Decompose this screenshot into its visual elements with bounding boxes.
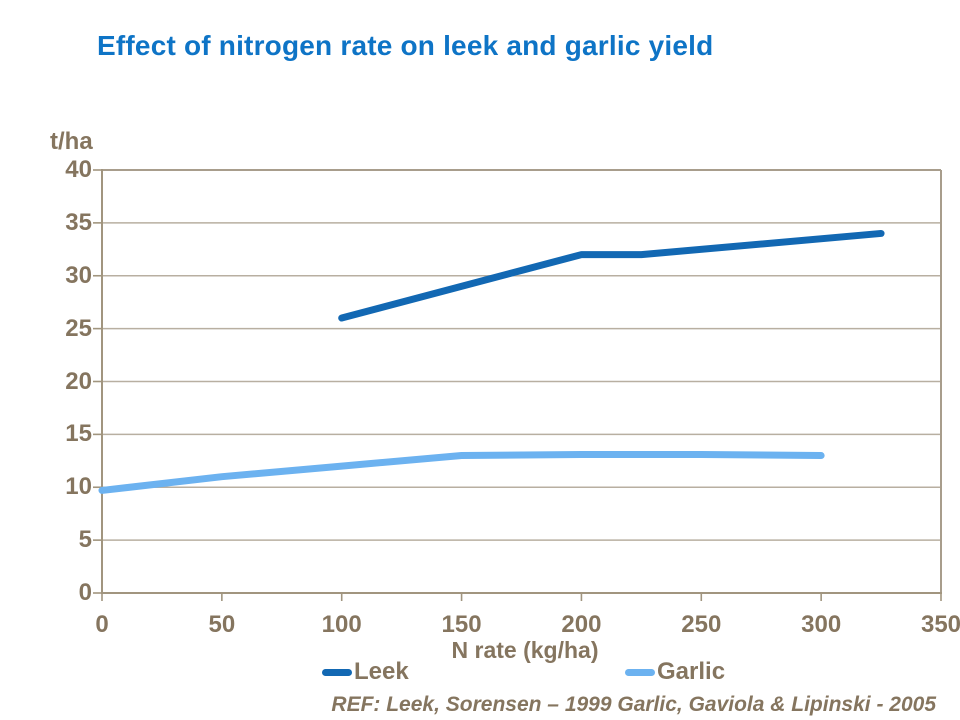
legend-label-garlic: Garlic: [657, 658, 726, 685]
x-tick-label-100: 100: [321, 611, 362, 638]
reference-note: REF: Leek, Sorensen – 1999 Garlic, Gavio…: [331, 693, 936, 716]
x-tick-label-250: 250: [681, 611, 722, 638]
garlic-line-swatch-icon: [625, 668, 655, 676]
chart-title: Effect of nitrogen rate on leek and garl…: [97, 30, 714, 61]
y-tick-label-30: 30: [65, 261, 92, 289]
x-tick-label-300: 300: [801, 611, 842, 638]
x-tick-label-200: 200: [561, 611, 602, 638]
legend-item-leek: Leek: [322, 658, 409, 685]
x-tick-label-0: 0: [95, 611, 109, 638]
leek-line: [338, 229, 885, 322]
legend-label-leek: Leek: [354, 658, 409, 685]
y-tick-label-10: 10: [65, 473, 92, 501]
x-tick-label-350: 350: [920, 611, 960, 638]
y-tick-label-15: 15: [65, 420, 92, 448]
x-tick-label-150: 150: [441, 611, 482, 638]
y-tick-label-40: 40: [65, 156, 92, 183]
y-tick-label-35: 35: [65, 208, 92, 236]
y-tick-label-25: 25: [65, 314, 92, 342]
x-axis-title: N rate (kg/ha): [451, 637, 599, 663]
y-tick-label-0: 0: [78, 579, 92, 606]
garlic-line: [98, 450, 825, 494]
y-tick-label-20: 20: [65, 367, 92, 395]
legend-item-garlic: Garlic: [625, 658, 726, 685]
x-tick-label-50: 50: [208, 611, 236, 638]
y-tick-label-5: 5: [78, 526, 92, 554]
leek-line-swatch-icon: [322, 668, 352, 676]
y-axis-unit-label: t/ha: [50, 128, 93, 155]
